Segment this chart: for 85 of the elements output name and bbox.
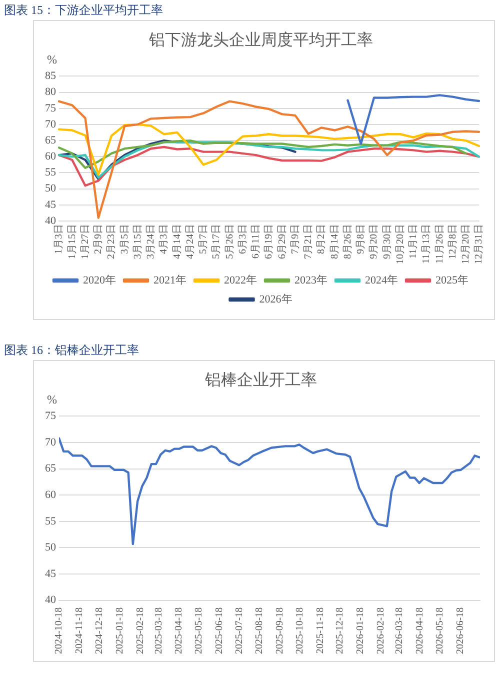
y-tick-label: 50 — [45, 542, 56, 554]
y-tick-label: 45 — [45, 568, 56, 580]
x-tick-label: 6月11日 — [250, 224, 262, 259]
x-tick-label: 2025-08-18 — [254, 607, 266, 654]
x-tick-label: 5月26日 — [224, 224, 236, 259]
x-tick-label: 1月3日 — [54, 224, 65, 254]
x-tick-label: 2025-11-18 — [314, 607, 326, 654]
x-tick-label: 2026-06-18 — [454, 607, 466, 654]
y-tick-label: 45 — [45, 198, 56, 211]
y-tick-label: 60 — [45, 489, 56, 502]
legend-label: 2024年 — [365, 274, 398, 286]
y-tick-label: 55 — [45, 515, 56, 528]
y-tick-label: 85 — [45, 70, 56, 82]
x-tick-label: 2025-10-18 — [294, 607, 306, 654]
x-tick-label: 2月9日 — [93, 224, 104, 254]
x-tick-label: 8月26日 — [342, 224, 354, 259]
x-tick-label: 2025-04-18 — [174, 607, 185, 654]
y-tick-label: 70 — [45, 118, 56, 130]
x-tick-label: 2025-12-18 — [334, 607, 346, 654]
x-tick-label: 6月19日 — [264, 224, 275, 259]
x-tick-label: 1月27日 — [80, 224, 91, 259]
x-tick-label: 2025-02-18 — [134, 607, 146, 654]
y-tick-label: 65 — [45, 462, 56, 475]
y-tick-label: 70 — [45, 436, 56, 448]
x-tick-label: 8月14日 — [329, 224, 340, 259]
y-tick-label: 80 — [45, 86, 56, 98]
x-tick-label: 2024-11-18 — [74, 607, 86, 654]
x-tick-label: 7月9日 — [290, 224, 301, 254]
x-tick-label: 2024-10-18 — [54, 607, 65, 654]
x-tick-label: 8月2日 — [316, 224, 328, 254]
x-tick-label: 2025-03-18 — [153, 607, 164, 654]
x-tick-label: 9月8日 — [356, 224, 366, 254]
y-tick-label: 40 — [45, 594, 56, 606]
legend-label: 2022年 — [224, 274, 257, 286]
x-tick-label: 2025-07-18 — [234, 607, 245, 654]
x-tick-label: 5月7日 — [198, 224, 209, 254]
x-tick-label: 11月1日 — [408, 224, 419, 259]
x-tick-label: 4月3日 — [158, 224, 170, 254]
x-tick-label: 11月13日 — [421, 224, 432, 264]
x-tick-label: 2025-05-18 — [194, 607, 205, 654]
y-tick-label: 75 — [45, 102, 56, 114]
y-axis-title: % — [47, 52, 57, 66]
legend-label: 2025年 — [436, 274, 468, 286]
x-tick-label: 2026-01-18 — [355, 607, 366, 654]
x-tick-label: 3月24日 — [146, 224, 156, 259]
y-tick-label: 60 — [45, 150, 56, 163]
x-tick-label: 2026-03-18 — [394, 607, 406, 654]
y-tick-label: 65 — [45, 134, 56, 146]
x-tick-label: 4月24日 — [184, 224, 196, 259]
x-tick-label: 1月15日 — [66, 224, 78, 259]
x-tick-label: 3月5日 — [119, 224, 130, 254]
legend-label: 2026年 — [259, 293, 292, 306]
x-tick-label: 2025-09-18 — [274, 607, 286, 654]
x-tick-label: 9月30日 — [382, 224, 393, 259]
x-tick-label: 12月31日 — [474, 224, 485, 264]
chart-title: 铝下游龙头企业周度平均开工率 — [148, 30, 373, 49]
x-tick-label: 11月26日 — [434, 224, 446, 264]
y-tick-label: 75 — [45, 410, 56, 422]
x-tick-label: 12月8日 — [447, 224, 458, 259]
x-tick-label: 12月20日 — [460, 224, 472, 264]
text: 图表 15：下游企业平均开工率 — [3, 2, 164, 19]
x-tick-label: 2026-04-18 — [414, 607, 426, 654]
x-tick-label: 9月20日 — [368, 224, 380, 259]
y-tick-label: 55 — [45, 166, 56, 179]
x-tick-label: 2025-01-18 — [114, 607, 126, 654]
legend-label: 2023年 — [294, 274, 328, 286]
chart-title: 铝棒企业开工率 — [204, 370, 317, 389]
legend-label: 2020年 — [83, 274, 116, 286]
x-tick-label: 2025-06-18 — [214, 607, 225, 654]
x-tick-label: 2026-05-18 — [434, 607, 446, 654]
x-tick-label: 6月3日 — [237, 224, 248, 254]
y-axis-title: % — [47, 392, 57, 406]
x-tick-label: 10月20日 — [394, 224, 406, 264]
x-tick-label: 7月21日 — [303, 224, 314, 259]
x-tick-label: 2024-12-18 — [94, 607, 105, 654]
x-tick-label: 2月23日 — [106, 224, 118, 259]
x-tick-label: 6月29日 — [276, 224, 288, 259]
y-tick-label: 50 — [45, 182, 56, 195]
text: 图表 16：铝棒企业开工率 — [3, 342, 140, 359]
y-tick-label: 40 — [45, 214, 56, 227]
x-tick-label: 5月17日 — [211, 224, 222, 259]
x-tick-label: 4月14日 — [172, 224, 183, 259]
legend-label: 2021年 — [154, 274, 186, 286]
x-tick-label: 3月15日 — [132, 224, 144, 259]
x-tick-label: 2026-02-18 — [376, 607, 387, 654]
